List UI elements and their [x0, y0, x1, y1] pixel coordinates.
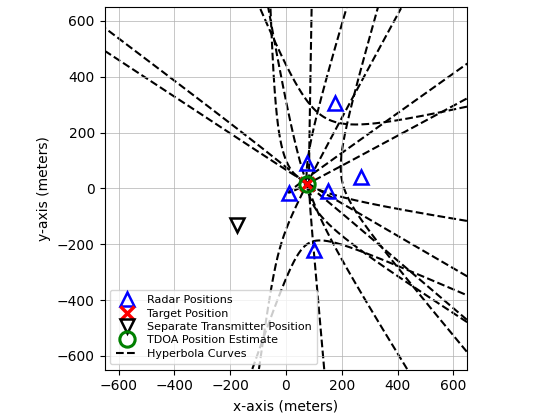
Hyperbola Curves [400, 236, 407, 241]
Hyperbola Curves [292, 173, 298, 178]
Hyperbola Curves [320, 190, 326, 195]
Radar Positions [332, 101, 338, 106]
Radar Positions [358, 175, 365, 180]
Hyperbola Curves [435, 257, 442, 262]
Radar Positions [311, 247, 318, 252]
Radar Positions [286, 190, 292, 195]
Radar Positions [324, 189, 331, 194]
Radar Positions [304, 161, 310, 166]
X-axis label: x-axis (meters): x-axis (meters) [234, 399, 339, 413]
Legend: Radar Positions, Target Position, Separate Transmitter Position, TDOA Position E: Radar Positions, Target Position, Separa… [110, 290, 317, 364]
Hyperbola Curves [303, 180, 310, 185]
Line: Radar Positions: Radar Positions [282, 96, 368, 257]
Line: Hyperbola Curves: Hyperbola Curves [106, 51, 467, 276]
Hyperbola Curves [289, 171, 296, 176]
Y-axis label: y-axis (meters): y-axis (meters) [38, 136, 52, 241]
